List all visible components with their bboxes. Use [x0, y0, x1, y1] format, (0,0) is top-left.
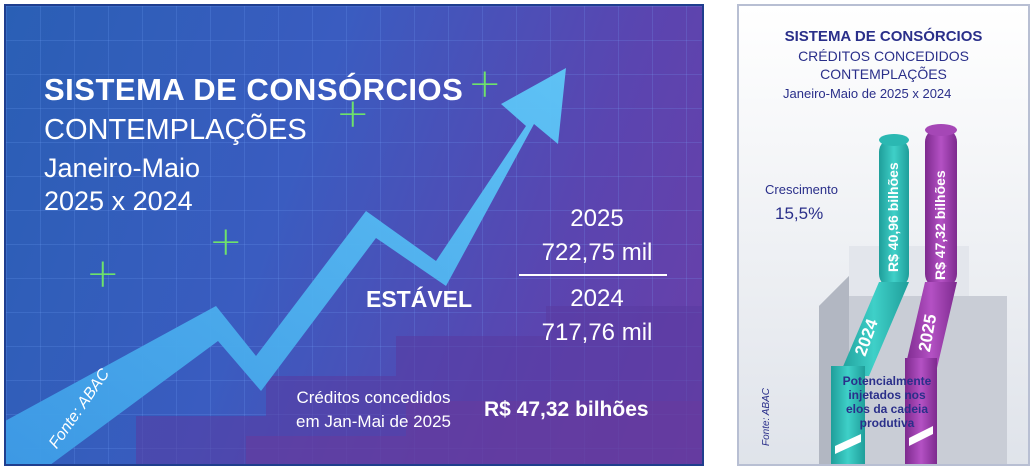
- stat-2025-value: 722,75 mil: [541, 239, 653, 266]
- credits-value: R$ 47,32 bilhões: [484, 398, 649, 421]
- credits-label-line1: Créditos concedidos: [296, 388, 451, 407]
- pipe-2025-value: R$ 47,32 bilhões: [932, 170, 948, 280]
- period-years: 2025 x 2024: [44, 186, 193, 216]
- potential-line4: produtiva: [859, 416, 915, 430]
- period: Janeiro-Maio de 2025 x 2024: [783, 86, 952, 101]
- stat-2025: 2025 722,75 mil: [516, 202, 678, 270]
- pipes-illustration: [739, 6, 1028, 464]
- plus-icon: +: [86, 251, 120, 297]
- infographic-subtitle-credits: CRÉDITOS CONCEDIDOS: [798, 48, 969, 64]
- plus-icon: +: [336, 91, 370, 137]
- infographic-subtitle-contemplations: CONTEMPLAÇÕES: [820, 66, 947, 82]
- stat-divider: [519, 274, 667, 276]
- infographic-title: SISTEMA DE CONSÓRCIOS: [44, 72, 464, 107]
- infographic-subtitle: CONTEMPLAÇÕES: [44, 114, 307, 146]
- stat-2024-year: 2024: [570, 285, 624, 312]
- potential-line2: injetados nos: [848, 388, 926, 402]
- trend-label: ESTÁVEL: [366, 286, 473, 312]
- stair-steps: [136, 306, 702, 464]
- credits-label: Créditos concedidos em Jan-Mai de 2025: [296, 386, 451, 434]
- infographic-title: SISTEMA DE CONSÓRCIOS: [784, 28, 983, 45]
- period: Janeiro-Maio 2025 x 2024: [44, 152, 200, 218]
- plus-icon: +: [468, 61, 502, 107]
- credits-infographic: SISTEMA DE CONSÓRCIOS CRÉDITOS CONCEDIDO…: [737, 4, 1030, 466]
- contemplations-infographic: + + + + SISTEMA DE CONSÓRCIOS CONTEMPLAÇ…: [4, 4, 704, 466]
- period-months: Janeiro-Maio: [44, 153, 201, 183]
- growth-value: 15,5%: [775, 204, 824, 223]
- pipe-2024-value: R$ 40,96 bilhões: [885, 162, 901, 272]
- stat-2025-year: 2025: [570, 205, 624, 232]
- stat-2024: 2024 717,76 mil: [516, 282, 678, 350]
- growth-label: Crescimento: [765, 182, 838, 197]
- credits-label-line2: em Jan-Mai de 2025: [296, 412, 451, 431]
- stat-2024-value: 717,76 mil: [541, 319, 653, 346]
- potential-line1: Potencialmente: [842, 374, 932, 388]
- plus-icon: +: [209, 219, 243, 265]
- growth-arrow: [6, 68, 566, 464]
- source-label: Fonte: ABAC: [761, 388, 772, 446]
- potential-line3: elos da cadeia: [845, 402, 929, 416]
- potential-note: Potencialmente injetados nos elos da cad…: [829, 374, 945, 430]
